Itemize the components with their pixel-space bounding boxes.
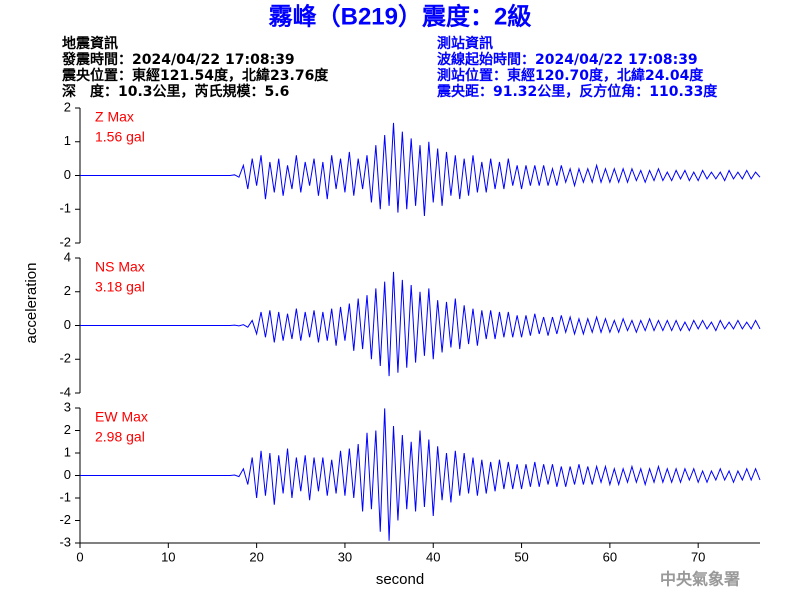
y-tick-label: 3 <box>64 399 71 414</box>
station-info: 測站位置：東經120.70度，北緯24.04度 <box>437 67 704 84</box>
y-tick-label: 0 <box>64 317 71 332</box>
max-value: 3.18 gal <box>95 279 145 295</box>
y-tick-label: 2 <box>64 99 71 114</box>
x-tick-label: 70 <box>691 549 705 564</box>
event-info: 發震時間：2024/04/22 17:08:39 <box>61 51 295 68</box>
waveform <box>80 122 761 217</box>
max-value: 2.98 gal <box>95 429 145 445</box>
y-tick-label: -2 <box>59 234 71 249</box>
y-tick-label: 0 <box>64 167 71 182</box>
station-info: 震央距：91.32公里，反方位角：110.33度 <box>436 83 718 100</box>
station-info: 測站資訊 <box>437 35 493 52</box>
y-tick-label: 2 <box>64 283 71 298</box>
station-info: 波線起始時間：2024/04/22 17:08:39 <box>437 51 698 68</box>
max-value: 1.56 gal <box>95 129 145 145</box>
y-tick-label: -1 <box>59 489 71 504</box>
event-info: 深 度：10.3公里，芮氏規模：5.6 <box>62 83 289 100</box>
max-label: NS Max <box>95 259 145 275</box>
x-tick-label: 30 <box>338 549 352 564</box>
x-tick-label: 60 <box>603 549 617 564</box>
y-tick-label: 4 <box>64 249 71 264</box>
max-label: Z Max <box>95 109 134 125</box>
y-axis-label: acceleration <box>23 263 40 344</box>
y-tick-label: 2 <box>64 422 71 437</box>
x-tick-label: 10 <box>161 549 175 564</box>
y-tick-label: -3 <box>59 534 71 549</box>
x-tick-label: 0 <box>76 549 83 564</box>
x-tick-label: 50 <box>514 549 528 564</box>
y-tick-label: -2 <box>59 351 71 366</box>
x-axis-label: second <box>376 571 424 588</box>
x-tick-label: 20 <box>249 549 263 564</box>
x-tick-label: 40 <box>426 549 440 564</box>
y-tick-label: 1 <box>64 444 71 459</box>
footer: 中央氣象署 <box>660 570 740 589</box>
y-tick-label: 1 <box>64 133 71 148</box>
y-tick-label: -1 <box>59 201 71 216</box>
title: 霧峰（B219）震度：2級 <box>269 2 532 30</box>
y-tick-label: -4 <box>59 384 71 399</box>
event-info: 地震資訊 <box>62 35 118 52</box>
y-tick-label: -2 <box>59 512 71 527</box>
event-info: 震央位置：東經121.54度，北緯23.76度 <box>61 67 329 84</box>
max-label: EW Max <box>95 409 148 425</box>
waveform <box>80 408 761 541</box>
y-tick-label: 0 <box>64 467 71 482</box>
waveform <box>80 271 761 377</box>
